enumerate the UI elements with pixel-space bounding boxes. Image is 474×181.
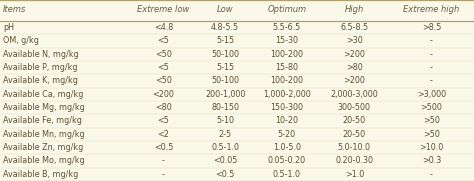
Text: pH: pH (3, 23, 14, 32)
Text: 0.20-0.30: 0.20-0.30 (335, 157, 374, 165)
Text: Extreme high: Extreme high (403, 5, 459, 14)
Text: <0.5: <0.5 (216, 170, 235, 179)
Text: <0.5: <0.5 (154, 143, 173, 152)
Text: >200: >200 (343, 50, 365, 59)
Text: Items: Items (3, 5, 26, 14)
Text: Optimum: Optimum (267, 5, 306, 14)
Text: >10.0: >10.0 (419, 143, 444, 152)
Text: >1.0: >1.0 (345, 170, 364, 179)
Text: 5-15: 5-15 (216, 36, 234, 45)
Text: -: - (430, 76, 433, 85)
Text: -: - (430, 36, 433, 45)
Text: Available N, mg/kg: Available N, mg/kg (3, 50, 79, 59)
Text: <5: <5 (157, 36, 170, 45)
Text: >50: >50 (423, 116, 440, 125)
Text: -: - (162, 170, 165, 179)
Text: 150-300: 150-300 (270, 103, 303, 112)
Text: 1.0-5.0: 1.0-5.0 (273, 143, 301, 152)
Text: <5: <5 (157, 63, 170, 72)
Text: Extreme low: Extreme low (137, 5, 190, 14)
Text: <4.8: <4.8 (154, 23, 173, 32)
Text: OM, g/kg: OM, g/kg (3, 36, 39, 45)
Text: 1,000-2,000: 1,000-2,000 (263, 90, 310, 99)
Text: <50: <50 (155, 76, 172, 85)
Text: >8.5: >8.5 (422, 23, 441, 32)
Text: Low: Low (217, 5, 234, 14)
Text: 5-10: 5-10 (216, 116, 234, 125)
Text: >30: >30 (346, 36, 363, 45)
Text: 15-80: 15-80 (275, 63, 298, 72)
Text: -: - (430, 170, 433, 179)
Text: 100-200: 100-200 (270, 50, 303, 59)
Text: 15-30: 15-30 (275, 36, 298, 45)
Text: Available P, mg/kg: Available P, mg/kg (3, 63, 77, 72)
Text: 4.8-5.5: 4.8-5.5 (211, 23, 239, 32)
Text: Available Mo, mg/kg: Available Mo, mg/kg (3, 157, 84, 165)
Text: -: - (430, 50, 433, 59)
Text: 0.5-1.0: 0.5-1.0 (211, 143, 239, 152)
Text: <50: <50 (155, 50, 172, 59)
Text: 5.0-10.0: 5.0-10.0 (338, 143, 371, 152)
Text: Available Mn, mg/kg: Available Mn, mg/kg (3, 130, 84, 139)
Text: -: - (162, 157, 165, 165)
Text: 5-15: 5-15 (216, 63, 234, 72)
Text: High: High (345, 5, 364, 14)
Text: 2-5: 2-5 (219, 130, 232, 139)
Text: Available B, mg/kg: Available B, mg/kg (3, 170, 78, 179)
Text: 5-20: 5-20 (278, 130, 296, 139)
Text: >50: >50 (423, 130, 440, 139)
Text: 6.5-8.5: 6.5-8.5 (340, 23, 368, 32)
Text: 50-100: 50-100 (211, 50, 239, 59)
Text: 2,000-3,000: 2,000-3,000 (330, 90, 378, 99)
Text: -: - (430, 63, 433, 72)
Text: Available Fe, mg/kg: Available Fe, mg/kg (3, 116, 82, 125)
Text: 100-200: 100-200 (270, 76, 303, 85)
Text: <200: <200 (153, 90, 174, 99)
Text: >500: >500 (420, 103, 442, 112)
Text: <80: <80 (155, 103, 172, 112)
Text: 200-1,000: 200-1,000 (205, 90, 246, 99)
Text: >0.3: >0.3 (422, 157, 441, 165)
Text: >200: >200 (343, 76, 365, 85)
Text: Available Mg, mg/kg: Available Mg, mg/kg (3, 103, 84, 112)
Text: 20-50: 20-50 (343, 116, 366, 125)
Text: 50-100: 50-100 (211, 76, 239, 85)
Text: 20-50: 20-50 (343, 130, 366, 139)
Text: >80: >80 (346, 63, 363, 72)
Text: 80-150: 80-150 (211, 103, 239, 112)
Text: >3,000: >3,000 (417, 90, 446, 99)
Text: <0.05: <0.05 (213, 157, 237, 165)
Text: 10-20: 10-20 (275, 116, 298, 125)
Text: Available Ca, mg/kg: Available Ca, mg/kg (3, 90, 83, 99)
Text: 300-500: 300-500 (338, 103, 371, 112)
Text: <2: <2 (157, 130, 170, 139)
Text: <5: <5 (157, 116, 170, 125)
Text: 0.05-0.20: 0.05-0.20 (268, 157, 306, 165)
Text: Available Zn, mg/kg: Available Zn, mg/kg (3, 143, 83, 152)
Text: Available K, mg/kg: Available K, mg/kg (3, 76, 78, 85)
Text: 0.5-1.0: 0.5-1.0 (273, 170, 301, 179)
Text: 5.5-6.5: 5.5-6.5 (273, 23, 301, 32)
